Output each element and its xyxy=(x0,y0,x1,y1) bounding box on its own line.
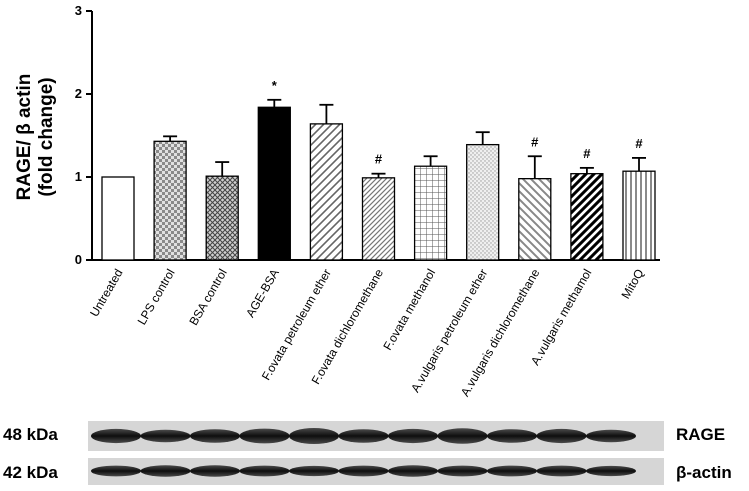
y-tick-label: 2 xyxy=(75,86,82,101)
bar xyxy=(361,177,396,261)
rage-band xyxy=(437,428,488,444)
significance-mark: * xyxy=(272,78,278,93)
bar xyxy=(309,123,344,261)
rage-band xyxy=(190,429,240,443)
rage-band xyxy=(338,429,389,443)
blot-row-1-size: 48 kDa xyxy=(3,425,58,444)
category-label: BSA control xyxy=(186,267,229,328)
y-axis-label-line1: RAGE/ β actin xyxy=(14,74,35,201)
rage-band xyxy=(239,428,290,444)
actin-band xyxy=(338,465,389,477)
bar xyxy=(466,143,500,261)
actin-band xyxy=(190,465,240,477)
significance-mark: # xyxy=(375,152,383,167)
bar xyxy=(205,175,239,261)
significance-mark: # xyxy=(583,146,591,161)
category-label: Untreated xyxy=(87,267,125,320)
blot-row-1-name: RAGE xyxy=(676,425,725,444)
significance-mark: # xyxy=(635,136,643,151)
western-blot: 48 kDa 42 kDa RAGE β-actin xyxy=(3,421,732,485)
bar xyxy=(518,178,552,261)
y-tick-label: 1 xyxy=(75,169,82,184)
category-label: MitoQ xyxy=(618,267,646,302)
rage-band xyxy=(586,429,636,443)
actin-band xyxy=(536,465,587,477)
actin-band xyxy=(239,465,290,477)
y-axis-label-line2: (fold change) xyxy=(36,77,57,196)
rage-band xyxy=(487,429,537,443)
bar xyxy=(413,165,448,261)
actin-band xyxy=(289,465,339,477)
rage-band xyxy=(536,428,587,444)
category-label: A.vulgaris methamol xyxy=(528,267,594,368)
blot-row-2-size: 42 kDa xyxy=(3,463,58,482)
rage-band xyxy=(289,428,339,444)
bar xyxy=(101,176,135,261)
category-label: F.ovata methanol xyxy=(380,267,438,353)
category-label: LPS control xyxy=(135,267,178,328)
bar xyxy=(622,170,656,261)
y-tick-label: 3 xyxy=(75,3,82,18)
actin-band xyxy=(487,465,537,477)
bar xyxy=(570,173,604,261)
actin-band xyxy=(437,465,488,477)
y-tick-label: 0 xyxy=(75,252,82,267)
blot-row-2-name: β-actin xyxy=(676,463,732,482)
rage-band xyxy=(388,428,438,444)
bar xyxy=(257,106,291,261)
actin-band xyxy=(388,465,438,477)
actin-band xyxy=(586,465,636,477)
actin-band xyxy=(140,465,191,477)
category-label: AGE-BSA xyxy=(243,267,282,320)
rage-band xyxy=(91,428,141,444)
bar xyxy=(153,140,187,261)
actin-band xyxy=(91,465,141,477)
rage-band xyxy=(140,429,191,443)
significance-mark: # xyxy=(531,134,539,149)
